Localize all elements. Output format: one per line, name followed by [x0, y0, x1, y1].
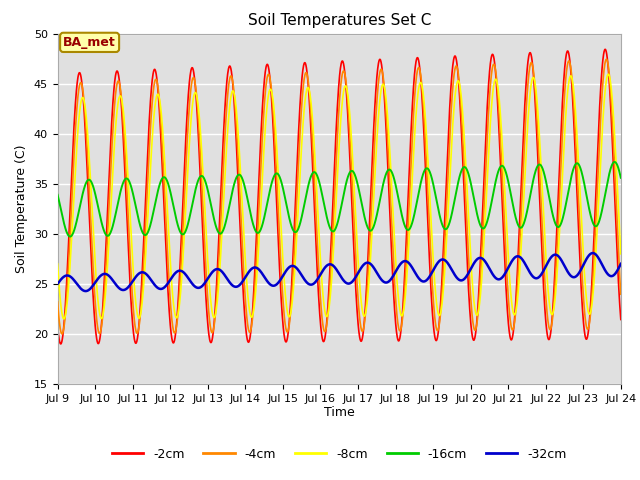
Title: Soil Temperatures Set C: Soil Temperatures Set C [248, 13, 431, 28]
Text: BA_met: BA_met [63, 36, 116, 49]
Y-axis label: Soil Temperature (C): Soil Temperature (C) [15, 144, 28, 273]
Legend: -2cm, -4cm, -8cm, -16cm, -32cm: -2cm, -4cm, -8cm, -16cm, -32cm [107, 443, 572, 466]
X-axis label: Time: Time [324, 407, 355, 420]
